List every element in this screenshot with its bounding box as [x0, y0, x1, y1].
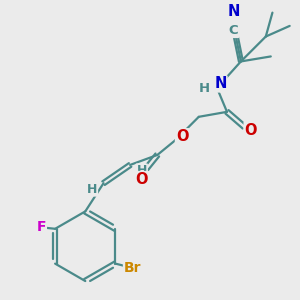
Text: C: C	[229, 24, 238, 37]
Text: H: H	[87, 183, 97, 196]
Text: Br: Br	[124, 261, 142, 274]
Text: H: H	[136, 164, 147, 177]
Text: O: O	[244, 123, 257, 138]
Text: N: N	[228, 4, 241, 19]
Text: O: O	[176, 129, 188, 144]
Text: O: O	[136, 172, 148, 187]
Text: F: F	[36, 220, 46, 234]
Text: N: N	[214, 76, 226, 92]
Text: H: H	[199, 82, 210, 95]
